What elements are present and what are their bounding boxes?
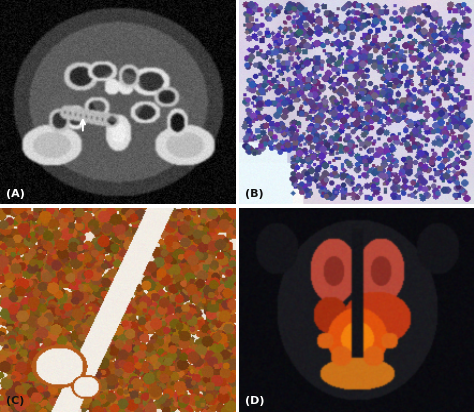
Text: (B): (B) <box>245 189 264 199</box>
Text: (C): (C) <box>6 396 24 406</box>
Text: (D): (D) <box>245 396 264 406</box>
Text: (A): (A) <box>6 189 25 199</box>
